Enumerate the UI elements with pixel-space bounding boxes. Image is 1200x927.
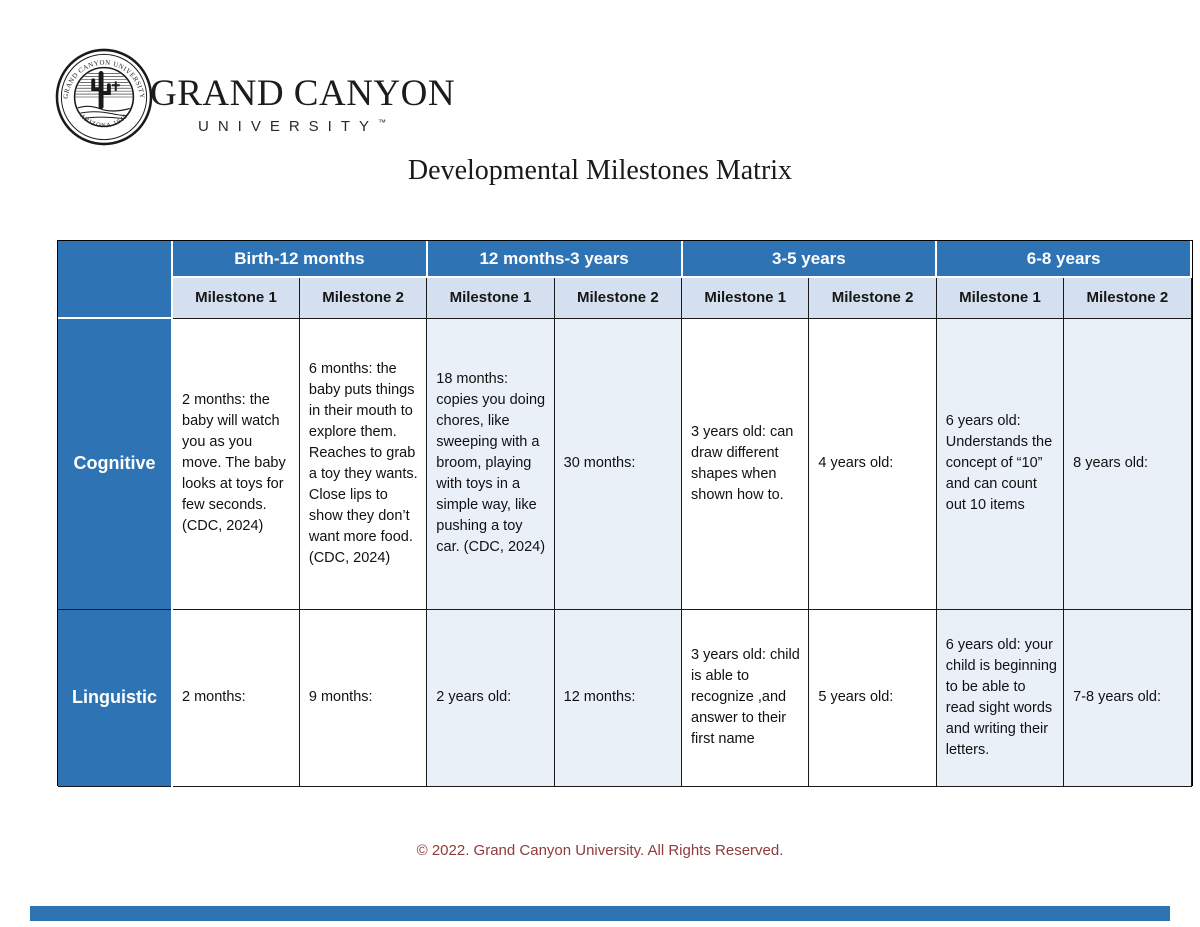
milestone-header: Milestone 1 <box>935 276 1065 319</box>
cell-cognitive-68y-m1: 6 years old: Understands the concept of … <box>935 317 1065 610</box>
age-header-3-5-years: 3-5 years <box>680 241 938 278</box>
cell-linguistic-35y-m1: 3 years old: child is able to recognize … <box>680 608 810 787</box>
gcu-seal-logo: GRAND CANYON UNIVERSITY ARIZONA 1949 <box>55 48 153 146</box>
bottom-accent-bar <box>30 906 1170 921</box>
cell-cognitive-birth12-m1: 2 months: the baby will watch you as you… <box>171 317 300 610</box>
cell-linguistic-birth12-m2: 9 months: <box>298 608 428 787</box>
age-header-6-8-years: 6-8 years <box>935 241 1192 278</box>
cell-cognitive-35y-m2: 4 years old: <box>808 317 937 610</box>
milestone-header: Milestone 1 <box>680 276 810 319</box>
page-title: Developmental Milestones Matrix <box>407 155 793 186</box>
gcu-wordmark-name: GRAND CANYON <box>150 73 456 114</box>
milestone-header: Milestone 2 <box>553 276 683 319</box>
milestone-header: Milestone 2 <box>808 276 937 319</box>
milestones-table: Birth-12 months 12 months-3 years 3-5 ye… <box>57 240 1193 787</box>
milestone-header: Milestone 1 <box>426 276 555 319</box>
cell-cognitive-68y-m2: 8 years old: <box>1063 317 1192 610</box>
cell-linguistic-birth12-m1: 2 months: <box>171 608 300 787</box>
cell-linguistic-68y-m1: 6 years old: your child is beginning to … <box>935 608 1065 787</box>
row-label-linguistic: Linguistic <box>58 608 173 787</box>
cell-cognitive-12m3y-m2: 30 months: <box>553 317 683 610</box>
cell-linguistic-12m3y-m1: 2 years old: <box>426 608 555 787</box>
cell-linguistic-12m3y-m2: 12 months: <box>553 608 683 787</box>
cell-cognitive-birth12-m2: 6 months: the baby puts things in their … <box>298 317 428 610</box>
age-header-birth-12-months: Birth-12 months <box>171 241 428 278</box>
row-label-cognitive: Cognitive <box>58 317 173 610</box>
gcu-wordmark-university: UNIVERSITY™ <box>150 118 425 135</box>
cell-cognitive-12m3y-m1: 18 months: copies you doing chores, like… <box>426 317 555 610</box>
gcu-wordmark: GRAND CANYON UNIVERSITY™ <box>150 72 456 135</box>
gcu-university-text: UNIVERSITY <box>197 118 378 135</box>
cell-cognitive-35y-m1: 3 years old: can draw different shapes w… <box>680 317 810 610</box>
cell-linguistic-68y-m2: 7-8 years old: <box>1063 608 1192 787</box>
copyright-footer: © 2022. Grand Canyon University. All Rig… <box>416 842 784 859</box>
trademark-symbol: ™ <box>378 118 386 127</box>
cell-linguistic-35y-m2: 5 years old: <box>808 608 937 787</box>
milestone-header: Milestone 1 <box>171 276 300 319</box>
milestone-header: Milestone 2 <box>298 276 428 319</box>
age-header-12-months-3-years: 12 months-3 years <box>425 241 683 278</box>
milestone-header: Milestone 2 <box>1063 276 1192 319</box>
corner-cell <box>58 241 173 319</box>
